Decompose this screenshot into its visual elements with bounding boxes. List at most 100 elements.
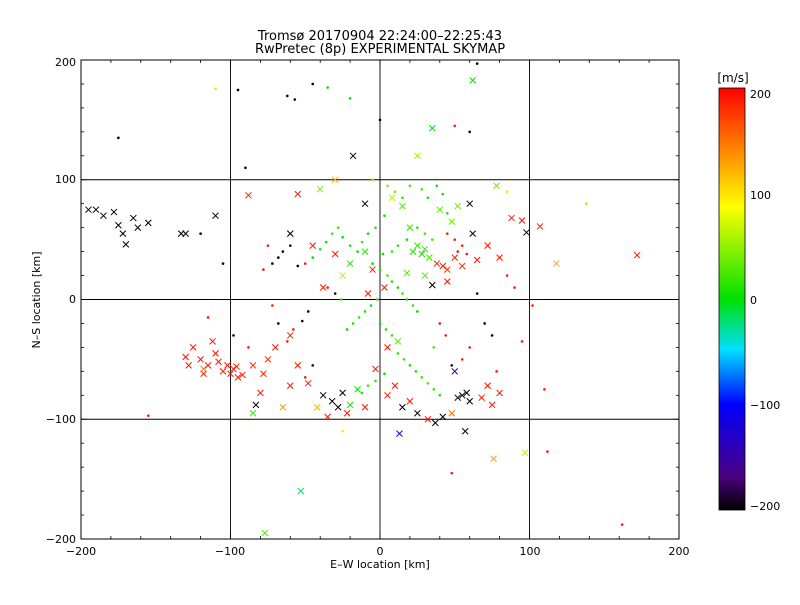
cross-stroke xyxy=(328,397,336,405)
data-point-dot xyxy=(339,298,343,301)
data-point-cross xyxy=(484,242,491,249)
data-point-cross xyxy=(239,371,246,379)
data-point-dot xyxy=(271,304,274,307)
cross-stroke xyxy=(200,370,207,378)
cross-stroke xyxy=(448,409,456,417)
chart-title-line2: RwPretec (8p) EXPERIMENTAL SKYMAP xyxy=(255,42,505,57)
data-point-cross xyxy=(428,281,436,289)
data-point-dot xyxy=(513,286,516,289)
cross-stroke xyxy=(469,77,477,84)
data-point-dot xyxy=(402,358,406,361)
data-point-cross xyxy=(436,206,444,214)
data-point-cross xyxy=(394,338,402,345)
cross-stroke xyxy=(396,430,403,437)
cross-stroke xyxy=(249,362,257,369)
data-point-cross xyxy=(200,370,207,378)
data-point-cross xyxy=(448,218,456,226)
data-point-dot xyxy=(585,202,588,205)
cross-stroke xyxy=(414,152,421,160)
data-point-dot xyxy=(450,471,454,475)
data-point-cross xyxy=(115,221,122,229)
data-point-cross xyxy=(182,353,190,361)
cross-stroke xyxy=(421,272,429,279)
data-points xyxy=(85,62,641,537)
data-point-cross xyxy=(349,152,357,160)
data-point-dot xyxy=(289,244,292,247)
cross-stroke xyxy=(458,391,466,399)
colorbar-tick-label: 100 xyxy=(750,189,771,202)
cross-stroke xyxy=(115,221,122,229)
data-point-cross xyxy=(286,382,294,390)
data-point-cross xyxy=(85,206,92,214)
cross-stroke xyxy=(461,427,469,435)
y-tick-label: −200 xyxy=(46,533,76,546)
cross-stroke xyxy=(264,356,272,363)
data-point-cross xyxy=(414,242,421,249)
cross-stroke xyxy=(521,449,529,457)
cross-stroke xyxy=(252,401,260,409)
cross-stroke xyxy=(239,371,246,379)
cross-stroke xyxy=(364,290,372,297)
data-point-dot xyxy=(357,316,361,319)
data-point-cross xyxy=(331,250,339,258)
data-point-cross xyxy=(224,362,231,369)
data-point-cross xyxy=(490,455,497,463)
data-point-dot xyxy=(396,286,400,289)
data-point-dot xyxy=(378,268,382,271)
data-point-dot xyxy=(374,226,377,229)
data-point-dot xyxy=(401,292,404,295)
cross-stroke xyxy=(484,242,491,249)
data-point-cross xyxy=(399,403,406,411)
data-point-dot xyxy=(146,414,150,417)
data-point-cross xyxy=(553,260,560,267)
data-point-cross xyxy=(458,391,466,399)
data-point-dot xyxy=(348,97,352,100)
cross-stroke xyxy=(304,379,312,387)
grid-lines xyxy=(81,60,679,539)
tick-marks xyxy=(80,59,680,540)
cross-stroke xyxy=(388,194,396,202)
cross-stroke xyxy=(261,529,269,537)
chart-title-line1: Tromsø 20170904 22:24:00–22:25:43 xyxy=(257,29,502,44)
data-point-dot xyxy=(369,304,373,307)
cross-stroke xyxy=(129,214,137,222)
cross-stroke xyxy=(391,382,399,390)
data-point-cross xyxy=(260,370,267,378)
data-point-cross xyxy=(316,185,324,193)
data-point-dot xyxy=(378,118,382,122)
data-point-dot xyxy=(431,238,434,241)
cross-stroke xyxy=(189,344,197,351)
data-point-cross xyxy=(391,382,399,390)
data-point-dot xyxy=(414,370,418,373)
x-tick-label: −200 xyxy=(66,545,96,558)
data-point-cross xyxy=(122,241,130,248)
data-point-dot xyxy=(375,298,379,301)
data-point-dot xyxy=(468,130,472,134)
cross-stroke xyxy=(399,403,406,411)
data-point-cross xyxy=(431,419,439,427)
data-point-cross xyxy=(197,356,204,363)
cross-stroke xyxy=(297,487,305,495)
cross-stroke xyxy=(204,362,212,369)
cross-stroke xyxy=(536,223,544,230)
data-point-dot xyxy=(432,346,436,349)
data-point-dot xyxy=(286,340,289,343)
data-point-dot xyxy=(426,382,430,385)
data-point-cross xyxy=(433,260,441,267)
cross-stroke xyxy=(224,362,231,369)
data-point-cross xyxy=(488,401,496,409)
y-tick-label: 100 xyxy=(55,173,76,186)
data-point-cross xyxy=(324,413,332,421)
data-point-cross xyxy=(264,356,272,363)
cross-stroke xyxy=(343,409,351,417)
data-point-cross xyxy=(406,397,414,405)
data-point-dot xyxy=(341,235,344,239)
data-point-cross xyxy=(249,409,257,417)
data-point-cross xyxy=(212,212,219,220)
data-point-cross xyxy=(100,212,107,220)
data-point-dot xyxy=(371,262,374,265)
colorbar-tick-label: −200 xyxy=(750,500,780,513)
data-point-cross xyxy=(354,385,361,393)
cross-stroke xyxy=(354,385,361,393)
cross-stroke xyxy=(428,281,436,289)
